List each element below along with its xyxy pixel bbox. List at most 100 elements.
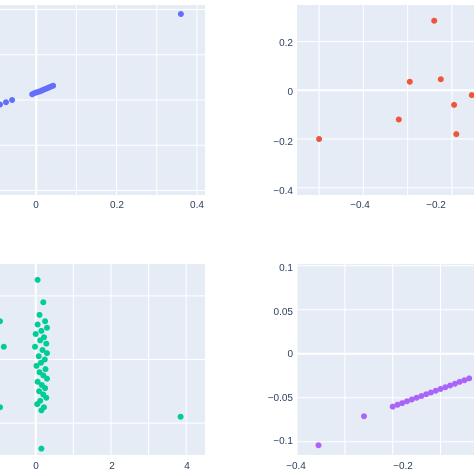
y-tick-label: 0 bbox=[287, 87, 293, 98]
data-point bbox=[32, 331, 39, 337]
data-point bbox=[432, 387, 439, 394]
panel-bottom-right: 0.1 0.05 0 −0.05 −0.1 −0.4 −0.2 bbox=[268, 263, 474, 472]
data-point bbox=[315, 442, 322, 449]
data-point bbox=[36, 388, 43, 395]
data-point bbox=[453, 131, 460, 138]
data-point bbox=[38, 327, 45, 334]
data-point bbox=[468, 92, 474, 99]
data-point bbox=[42, 366, 49, 373]
data-point bbox=[394, 401, 401, 408]
data-point bbox=[456, 378, 463, 385]
x-tick-label: 0.2 bbox=[110, 200, 124, 211]
data-point bbox=[42, 385, 49, 392]
panel-top-right: 0.2 0 −0.2 −0.4 −0.4 −0.2 bbox=[273, 5, 474, 211]
data-point bbox=[361, 413, 367, 420]
y-tick-labels: 0.1 0.05 0 −0.05 −0.1 bbox=[268, 263, 294, 447]
data-point bbox=[316, 136, 323, 142]
data-point bbox=[44, 324, 50, 331]
data-point bbox=[0, 318, 3, 325]
x-tick-label: 0 bbox=[33, 200, 39, 211]
data-point bbox=[413, 394, 420, 401]
data-point bbox=[0, 404, 3, 411]
y-tick-label: −0.4 bbox=[273, 186, 293, 197]
panel-top-left: 0 0.2 0.4 bbox=[0, 5, 205, 211]
data-point bbox=[442, 384, 449, 391]
data-point bbox=[37, 337, 44, 344]
y-tick-label: −0.1 bbox=[273, 436, 293, 447]
data-point bbox=[399, 400, 406, 407]
data-point bbox=[34, 276, 41, 283]
data-point bbox=[431, 17, 438, 24]
data-point bbox=[34, 378, 41, 385]
x-tick-label: 0.4 bbox=[190, 200, 204, 211]
point-layer bbox=[315, 375, 473, 449]
plot-background bbox=[297, 264, 474, 455]
point-layer bbox=[0, 276, 184, 452]
data-point bbox=[451, 101, 458, 108]
x-tick-labels: 0 2 4 bbox=[33, 461, 190, 472]
data-point bbox=[43, 394, 50, 401]
data-point bbox=[38, 407, 45, 414]
point-layer bbox=[0, 11, 184, 108]
y-tick-label: 0.1 bbox=[279, 263, 293, 274]
data-point bbox=[40, 299, 47, 306]
x-tick-label: 0 bbox=[33, 461, 39, 472]
data-point bbox=[36, 311, 43, 318]
panel-bottom-left: 0 2 4 bbox=[0, 264, 205, 472]
point-layer bbox=[316, 17, 474, 142]
data-point bbox=[395, 116, 402, 123]
data-point bbox=[466, 375, 473, 382]
data-point bbox=[9, 97, 16, 103]
x-tick-label: 4 bbox=[184, 461, 190, 472]
data-point bbox=[404, 398, 410, 405]
y-tick-label: 0 bbox=[287, 349, 293, 360]
y-tick-labels: 0.2 0 −0.2 −0.4 bbox=[273, 38, 293, 197]
data-point bbox=[447, 382, 454, 389]
plot-background bbox=[297, 5, 474, 195]
data-point bbox=[451, 380, 458, 387]
data-point bbox=[389, 403, 396, 410]
data-point bbox=[437, 386, 444, 392]
data-point bbox=[0, 343, 7, 350]
x-tick-label: −0.2 bbox=[426, 200, 446, 211]
y-tick-label: −0.05 bbox=[268, 393, 294, 404]
grid-lines bbox=[296, 264, 474, 455]
data-point bbox=[423, 391, 430, 398]
x-tick-labels: 0 0.2 0.4 bbox=[33, 200, 204, 211]
data-point bbox=[461, 377, 468, 384]
x-tick-labels: −0.4 −0.2 bbox=[286, 461, 413, 472]
data-point bbox=[3, 99, 9, 106]
data-point bbox=[44, 350, 50, 357]
y-tick-label: 0.05 bbox=[274, 307, 294, 318]
x-tick-labels: −0.4 −0.2 bbox=[350, 200, 446, 211]
data-point bbox=[42, 318, 49, 325]
data-point bbox=[177, 11, 184, 17]
grid-lines bbox=[0, 264, 205, 455]
y-tick-label: −0.2 bbox=[273, 137, 293, 148]
data-point bbox=[418, 393, 425, 399]
data-point bbox=[39, 347, 46, 353]
x-tick-label: 2 bbox=[109, 461, 115, 472]
data-point bbox=[50, 82, 57, 89]
data-point bbox=[177, 413, 184, 420]
data-point bbox=[34, 401, 41, 408]
x-tick-label: −0.4 bbox=[286, 461, 306, 472]
data-point bbox=[408, 396, 415, 403]
data-point bbox=[35, 353, 42, 360]
y-tick-label: 0.2 bbox=[279, 38, 293, 49]
grid-lines bbox=[0, 5, 205, 195]
data-point bbox=[32, 343, 38, 350]
data-point bbox=[33, 362, 40, 369]
grid-lines bbox=[297, 5, 474, 195]
data-point bbox=[38, 445, 45, 452]
data-point bbox=[38, 359, 44, 366]
x-tick-label: −0.2 bbox=[393, 461, 413, 472]
data-point bbox=[406, 78, 413, 85]
x-tick-label: −0.4 bbox=[350, 200, 370, 211]
data-point bbox=[427, 389, 434, 396]
data-point bbox=[437, 76, 444, 83]
data-point bbox=[34, 321, 41, 328]
data-point bbox=[43, 340, 50, 347]
data-point bbox=[44, 375, 50, 382]
